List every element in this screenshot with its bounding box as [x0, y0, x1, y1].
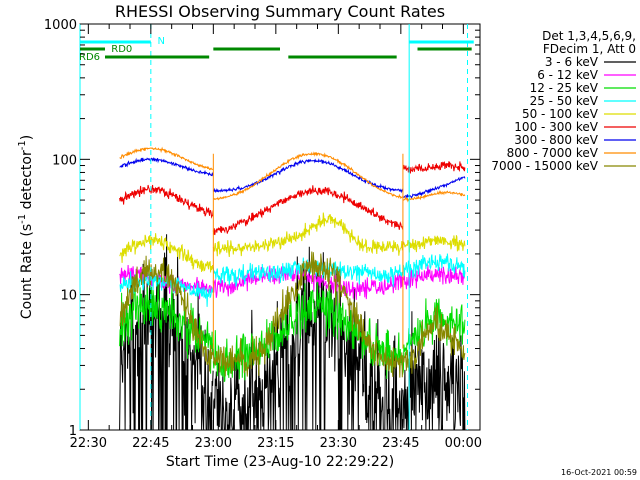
series-7-trace [402, 189, 466, 203]
series-5-trace [402, 160, 466, 174]
series-3-trace [402, 253, 466, 278]
x-axis-label: Start Time (23-Aug-10 22:29:22) [166, 454, 394, 470]
generation-timestamp: 16-Oct-2021 00:59 [561, 468, 637, 477]
legend-label: 25 - 50 keV [530, 94, 599, 108]
legend-label: 12 - 25 keV [530, 81, 599, 95]
data-layer [119, 146, 466, 431]
x-tick-label: 23:15 [257, 436, 294, 451]
legend-label: 100 - 300 keV [514, 120, 598, 134]
x-tick-label: 22:30 [70, 436, 107, 451]
legend-header-line: Det 1,3,4,5,6,9, [542, 29, 636, 43]
y-tick-label: 1000 [44, 18, 77, 33]
series-6-trace [402, 176, 466, 200]
x-tick-label: 23:30 [320, 436, 357, 451]
rd0-flag-label: RD0 [111, 44, 132, 55]
series-4-trace [402, 235, 466, 253]
series-4-trace [119, 233, 214, 273]
series-5-trace [119, 184, 214, 219]
y-axis-label: Count Rate (s-1 detector-1) [17, 135, 35, 319]
y-tick-label: 1 [69, 424, 77, 439]
rd6-flag-label: RD6 [79, 52, 100, 63]
x-tick-label: 00:00 [445, 436, 482, 451]
legend-label: 50 - 100 keV [522, 107, 599, 121]
flag-layer: N RD0 RD6 [79, 24, 474, 430]
y-tick-label: 10 [60, 289, 77, 304]
series-6-trace [119, 156, 214, 177]
series-7-trace [119, 146, 214, 171]
axis-layer: 1 10 100 1000 22:30 22:45 23:00 23:15 23:30 23:45… [44, 18, 482, 451]
legend-label: 3 - 6 keV [545, 55, 599, 69]
x-tick-label: 23:00 [195, 436, 232, 451]
night-flag-label: N [158, 36, 165, 47]
series-1-trace [402, 264, 466, 290]
legend-label: 800 - 7000 keV [507, 146, 599, 160]
legend: Det 1,3,4,5,6,9, FDecim 1, Att 0 3 - 6 k… [491, 29, 636, 173]
series-5-trace [212, 185, 404, 236]
legend-header-line: FDecim 1, Att 0 [543, 42, 636, 56]
x-tick-label: 23:45 [382, 436, 419, 451]
x-tick-label: 22:45 [132, 436, 169, 451]
legend-label: 300 - 800 keV [514, 133, 598, 147]
y-tick-label: 100 [52, 153, 77, 168]
legend-label: 6 - 12 keV [537, 68, 599, 82]
series-8-trace [212, 251, 404, 378]
series-0-trace [119, 234, 214, 431]
legend-label: 7000 - 15000 keV [491, 159, 598, 173]
series-3-trace [212, 257, 404, 288]
chart-title: RHESSI Observing Summary Count Rates [115, 2, 445, 21]
series-8-trace [402, 305, 466, 374]
series-4-trace [212, 212, 404, 258]
series-8-trace [119, 255, 214, 372]
series-0-trace [402, 311, 466, 431]
series-7-trace [212, 151, 404, 201]
